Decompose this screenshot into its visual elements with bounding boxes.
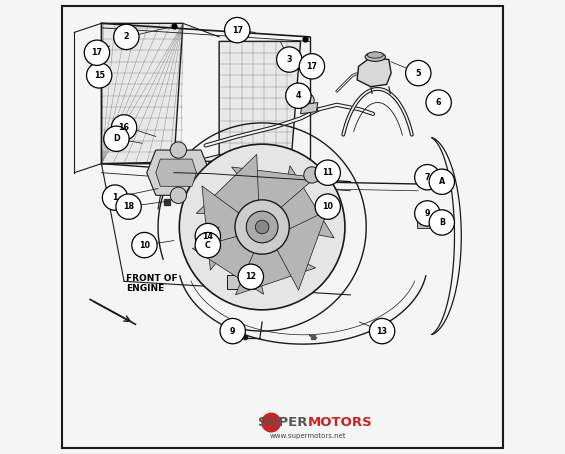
Text: MOTORS: MOTORS (307, 416, 372, 429)
Polygon shape (276, 166, 334, 238)
Text: 10: 10 (139, 241, 150, 250)
Circle shape (301, 94, 314, 107)
FancyBboxPatch shape (418, 219, 431, 228)
Text: D: D (113, 134, 120, 143)
Circle shape (277, 47, 302, 72)
Circle shape (224, 17, 250, 43)
Text: 11: 11 (322, 168, 333, 177)
Text: 2: 2 (124, 32, 129, 41)
Circle shape (415, 164, 440, 190)
Text: 17: 17 (232, 25, 243, 35)
Circle shape (132, 232, 157, 258)
Circle shape (315, 160, 341, 185)
Polygon shape (236, 240, 316, 295)
Circle shape (102, 185, 128, 210)
Ellipse shape (367, 52, 383, 58)
Text: 17: 17 (92, 48, 102, 57)
Polygon shape (301, 103, 318, 114)
FancyBboxPatch shape (418, 173, 433, 183)
Polygon shape (156, 159, 197, 186)
Text: 17: 17 (306, 62, 318, 71)
Circle shape (429, 169, 454, 194)
Circle shape (286, 83, 311, 109)
Circle shape (429, 210, 454, 235)
Text: 16: 16 (119, 123, 129, 132)
Text: B: B (439, 218, 445, 227)
Text: 1: 1 (112, 193, 118, 202)
Polygon shape (202, 186, 250, 270)
Circle shape (116, 194, 141, 219)
Text: C: C (205, 241, 211, 250)
Circle shape (235, 200, 289, 254)
Circle shape (104, 126, 129, 152)
Text: 12: 12 (245, 272, 257, 281)
Text: 6: 6 (436, 98, 441, 107)
Circle shape (246, 211, 278, 243)
Circle shape (220, 318, 245, 344)
Circle shape (299, 54, 325, 79)
Polygon shape (196, 154, 259, 214)
Circle shape (406, 60, 431, 86)
Circle shape (370, 318, 395, 344)
Circle shape (195, 232, 220, 258)
Circle shape (170, 187, 186, 203)
Polygon shape (193, 233, 264, 294)
Polygon shape (147, 150, 210, 195)
Text: FRONT OF
ENGINE: FRONT OF ENGINE (127, 274, 178, 293)
Circle shape (426, 90, 451, 115)
Circle shape (84, 40, 110, 65)
Text: 10: 10 (322, 202, 333, 211)
Circle shape (170, 142, 186, 158)
Text: 15: 15 (94, 71, 105, 80)
Circle shape (111, 115, 137, 140)
Text: 3: 3 (286, 55, 292, 64)
Circle shape (195, 223, 220, 249)
Polygon shape (357, 57, 391, 87)
FancyBboxPatch shape (227, 275, 254, 289)
Circle shape (86, 63, 112, 88)
Text: 14: 14 (202, 232, 214, 241)
Text: SUPER: SUPER (258, 416, 307, 429)
Text: 4: 4 (295, 91, 301, 100)
Circle shape (415, 201, 440, 226)
Circle shape (238, 264, 263, 290)
Circle shape (304, 167, 320, 183)
Circle shape (261, 413, 281, 433)
Polygon shape (102, 23, 183, 163)
Polygon shape (219, 41, 301, 154)
Text: 18: 18 (123, 202, 134, 211)
Polygon shape (232, 167, 316, 217)
Text: 5: 5 (415, 69, 421, 78)
Circle shape (315, 194, 341, 219)
Text: www.supermotors.net: www.supermotors.net (270, 433, 346, 439)
Text: 13: 13 (377, 326, 388, 336)
Text: A: A (438, 177, 445, 186)
Circle shape (114, 24, 139, 49)
Circle shape (255, 220, 269, 234)
Text: 9: 9 (230, 326, 236, 336)
Ellipse shape (365, 52, 385, 61)
Polygon shape (271, 211, 328, 290)
Text: 9: 9 (424, 209, 430, 218)
Text: 7: 7 (424, 173, 430, 182)
Circle shape (179, 144, 345, 310)
